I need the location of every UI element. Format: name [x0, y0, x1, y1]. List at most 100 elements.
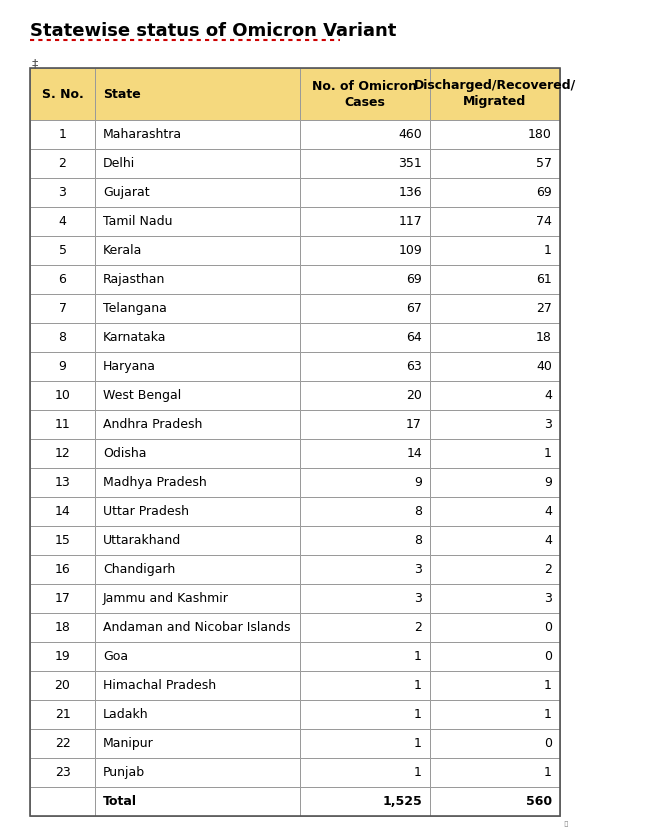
Text: No. of Omicron
Cases: No. of Omicron Cases [313, 79, 418, 108]
Text: 27: 27 [536, 302, 552, 315]
Bar [30, 68, 560, 816]
Bar [300, 410, 430, 439]
Text: Delhi: Delhi [103, 157, 135, 170]
Text: 14: 14 [54, 505, 70, 518]
Text: 16: 16 [54, 563, 70, 576]
Bar [430, 729, 560, 758]
Bar [430, 294, 560, 323]
Text: 8: 8 [414, 534, 422, 547]
Bar [430, 671, 560, 700]
Bar [300, 265, 430, 294]
Text: 1: 1 [544, 447, 552, 460]
Bar [430, 410, 560, 439]
Bar [30, 323, 95, 352]
Text: Jammu and Kashmir: Jammu and Kashmir [103, 592, 229, 605]
Bar [430, 526, 560, 555]
Text: 22: 22 [54, 737, 70, 750]
Bar [30, 468, 95, 497]
Text: 11: 11 [54, 418, 70, 431]
Text: 109: 109 [398, 244, 422, 257]
Bar [30, 700, 95, 729]
Bar [30, 120, 95, 149]
Text: 1: 1 [414, 766, 422, 779]
Text: 1: 1 [544, 244, 552, 257]
Bar [300, 439, 430, 468]
Bar [95, 68, 300, 120]
Text: 9: 9 [544, 476, 552, 489]
Bar [300, 294, 430, 323]
Bar [30, 642, 95, 671]
Bar [30, 671, 95, 700]
Text: 460: 460 [398, 128, 422, 141]
Text: Ladakh: Ladakh [103, 708, 149, 721]
Text: 18: 18 [536, 331, 552, 344]
Text: 2: 2 [544, 563, 552, 576]
Bar [95, 642, 300, 671]
Text: Goa: Goa [103, 650, 128, 663]
Bar [300, 642, 430, 671]
Text: Punjab: Punjab [103, 766, 145, 779]
Bar [430, 149, 560, 178]
Text: 4: 4 [544, 505, 552, 518]
Text: 5: 5 [58, 244, 66, 257]
Text: 17: 17 [54, 592, 70, 605]
Bar [30, 729, 95, 758]
Text: 4: 4 [544, 534, 552, 547]
Text: 7: 7 [58, 302, 66, 315]
Bar [300, 671, 430, 700]
Bar [300, 381, 430, 410]
Bar [30, 207, 95, 236]
Bar [300, 497, 430, 526]
Text: 74: 74 [536, 215, 552, 228]
Bar [95, 671, 300, 700]
Bar [95, 468, 300, 497]
Bar [30, 497, 95, 526]
Text: 1: 1 [58, 128, 66, 141]
Text: 1: 1 [414, 650, 422, 663]
Text: 23: 23 [54, 766, 70, 779]
Text: Maharashtra: Maharashtra [103, 128, 182, 141]
Text: Gujarat: Gujarat [103, 186, 149, 199]
Bar [95, 120, 300, 149]
Bar [300, 526, 430, 555]
Bar [30, 613, 95, 642]
Text: 8: 8 [58, 331, 66, 344]
Text: 69: 69 [406, 273, 422, 286]
Text: 9: 9 [58, 360, 66, 373]
Text: 1: 1 [414, 708, 422, 721]
Text: 117: 117 [398, 215, 422, 228]
Text: 4: 4 [58, 215, 66, 228]
Bar [300, 787, 430, 816]
Text: Manipur: Manipur [103, 737, 154, 750]
Text: S. No.: S. No. [42, 88, 84, 101]
Text: 61: 61 [537, 273, 552, 286]
Bar [95, 787, 300, 816]
Text: 1: 1 [414, 679, 422, 692]
Text: Odisha: Odisha [103, 447, 147, 460]
Text: 14: 14 [406, 447, 422, 460]
Bar [30, 526, 95, 555]
Bar [430, 468, 560, 497]
Bar [430, 68, 560, 120]
Bar [95, 236, 300, 265]
Text: 1: 1 [414, 737, 422, 750]
Bar [95, 294, 300, 323]
Bar [30, 787, 95, 816]
Text: 0: 0 [544, 621, 552, 634]
Bar [30, 149, 95, 178]
Bar [300, 613, 430, 642]
Text: 1: 1 [544, 679, 552, 692]
Bar [30, 236, 95, 265]
Bar [95, 207, 300, 236]
Text: 560: 560 [526, 795, 552, 808]
Bar [95, 729, 300, 758]
Text: 0: 0 [544, 650, 552, 663]
Text: 6: 6 [58, 273, 66, 286]
Text: Discharged/Recovered/
Migrated: Discharged/Recovered/ Migrated [414, 79, 576, 108]
Text: 3: 3 [544, 592, 552, 605]
Bar [30, 68, 95, 120]
Bar [300, 555, 430, 584]
Text: 67: 67 [406, 302, 422, 315]
Text: State: State [103, 88, 141, 101]
Bar [430, 352, 560, 381]
